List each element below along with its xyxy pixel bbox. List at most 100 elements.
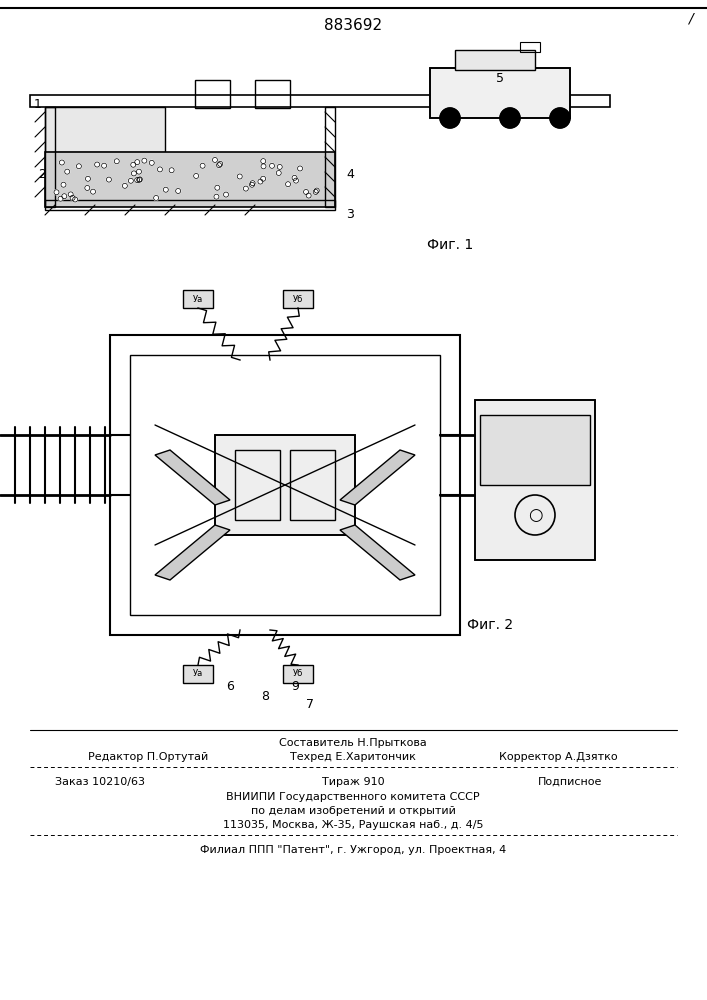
Circle shape bbox=[142, 158, 147, 163]
Text: 6: 6 bbox=[226, 680, 234, 694]
Circle shape bbox=[95, 162, 100, 167]
Circle shape bbox=[136, 169, 141, 174]
Circle shape bbox=[269, 163, 274, 168]
Text: Корректор А.Дзятко: Корректор А.Дзятко bbox=[498, 752, 617, 762]
Circle shape bbox=[261, 159, 266, 164]
Circle shape bbox=[500, 108, 520, 128]
Text: Составитель Н.Прыткова: Составитель Н.Прыткова bbox=[279, 738, 427, 748]
Bar bbox=[480, 415, 590, 485]
Bar bbox=[30, 95, 610, 107]
Circle shape bbox=[261, 176, 266, 181]
Text: 4: 4 bbox=[346, 168, 354, 182]
Circle shape bbox=[136, 177, 141, 182]
Circle shape bbox=[90, 189, 95, 194]
Bar bbox=[283, 665, 313, 683]
Text: Фиг. 1: Фиг. 1 bbox=[427, 238, 473, 252]
Circle shape bbox=[68, 192, 74, 197]
Bar bbox=[475, 400, 595, 560]
Circle shape bbox=[303, 189, 308, 194]
Circle shape bbox=[169, 168, 174, 173]
Circle shape bbox=[306, 193, 311, 198]
Circle shape bbox=[194, 173, 199, 178]
Circle shape bbox=[175, 188, 181, 193]
Bar bbox=[183, 665, 213, 683]
Text: 883692: 883692 bbox=[324, 17, 382, 32]
Circle shape bbox=[212, 157, 218, 162]
Circle shape bbox=[86, 176, 90, 181]
Text: 3: 3 bbox=[346, 209, 354, 222]
Text: 5: 5 bbox=[496, 72, 504, 85]
Circle shape bbox=[215, 185, 220, 190]
Circle shape bbox=[243, 186, 248, 191]
Circle shape bbox=[292, 175, 297, 180]
Bar bbox=[430, 68, 570, 118]
Circle shape bbox=[70, 195, 75, 200]
Circle shape bbox=[73, 197, 78, 202]
Circle shape bbox=[261, 164, 266, 169]
Text: 1: 1 bbox=[34, 99, 42, 111]
Circle shape bbox=[135, 160, 140, 165]
Polygon shape bbox=[340, 525, 415, 580]
Circle shape bbox=[163, 187, 168, 192]
Text: Уа: Уа bbox=[193, 670, 203, 678]
Text: 8: 8 bbox=[261, 690, 269, 704]
Text: Редактор П.Ортутай: Редактор П.Ортутай bbox=[88, 752, 208, 762]
Circle shape bbox=[85, 185, 90, 190]
Circle shape bbox=[102, 163, 107, 168]
Circle shape bbox=[550, 108, 570, 128]
Polygon shape bbox=[155, 450, 230, 505]
Bar bbox=[183, 290, 213, 308]
Circle shape bbox=[238, 174, 243, 179]
Circle shape bbox=[134, 178, 140, 183]
Text: /: / bbox=[688, 11, 692, 25]
Circle shape bbox=[131, 162, 136, 167]
Circle shape bbox=[137, 177, 142, 182]
Bar bbox=[45, 152, 335, 207]
Text: Уб: Уб bbox=[293, 670, 303, 678]
Text: Тираж 910: Тираж 910 bbox=[322, 777, 385, 787]
Circle shape bbox=[286, 182, 291, 187]
Circle shape bbox=[200, 163, 205, 168]
Circle shape bbox=[62, 194, 66, 199]
Text: Филиал ППП "Патент", г. Ужгород, ул. Проектная, 4: Филиал ППП "Патент", г. Ужгород, ул. Про… bbox=[200, 845, 506, 855]
Circle shape bbox=[58, 196, 63, 201]
Bar bbox=[520, 42, 540, 52]
Circle shape bbox=[153, 195, 158, 200]
Circle shape bbox=[250, 181, 255, 186]
Circle shape bbox=[293, 178, 298, 183]
Circle shape bbox=[313, 189, 318, 194]
Circle shape bbox=[132, 171, 136, 176]
Bar bbox=[325, 107, 335, 207]
Circle shape bbox=[149, 160, 154, 165]
Bar bbox=[255, 80, 290, 108]
Circle shape bbox=[54, 190, 59, 195]
Text: по делам изобретений и открытий: по делам изобретений и открытий bbox=[250, 806, 455, 816]
Bar bbox=[290, 450, 335, 520]
Bar bbox=[130, 355, 440, 615]
Text: ВНИИПИ Государственного комитета СССР: ВНИИПИ Государственного комитета СССР bbox=[226, 792, 480, 802]
Text: ○: ○ bbox=[527, 506, 542, 524]
Text: Уа: Уа bbox=[193, 294, 203, 304]
Circle shape bbox=[223, 192, 228, 197]
Circle shape bbox=[258, 179, 263, 184]
Circle shape bbox=[107, 177, 112, 182]
Bar bbox=[45, 107, 165, 152]
Bar bbox=[235, 450, 280, 520]
Circle shape bbox=[129, 178, 134, 183]
Bar bbox=[45, 107, 55, 207]
Circle shape bbox=[276, 170, 281, 175]
Text: Фиг. 2: Фиг. 2 bbox=[467, 618, 513, 632]
Text: 7: 7 bbox=[306, 698, 314, 712]
Bar bbox=[45, 200, 335, 210]
Circle shape bbox=[59, 160, 64, 165]
Text: Техред Е.Харитончик: Техред Е.Харитончик bbox=[290, 752, 416, 762]
Circle shape bbox=[122, 183, 127, 188]
Circle shape bbox=[315, 188, 320, 193]
Text: Подписное: Подписное bbox=[538, 777, 602, 787]
Polygon shape bbox=[155, 525, 230, 580]
Circle shape bbox=[65, 169, 70, 174]
Circle shape bbox=[216, 163, 221, 168]
Circle shape bbox=[214, 194, 219, 199]
Bar bbox=[283, 290, 313, 308]
Bar bbox=[195, 80, 230, 108]
